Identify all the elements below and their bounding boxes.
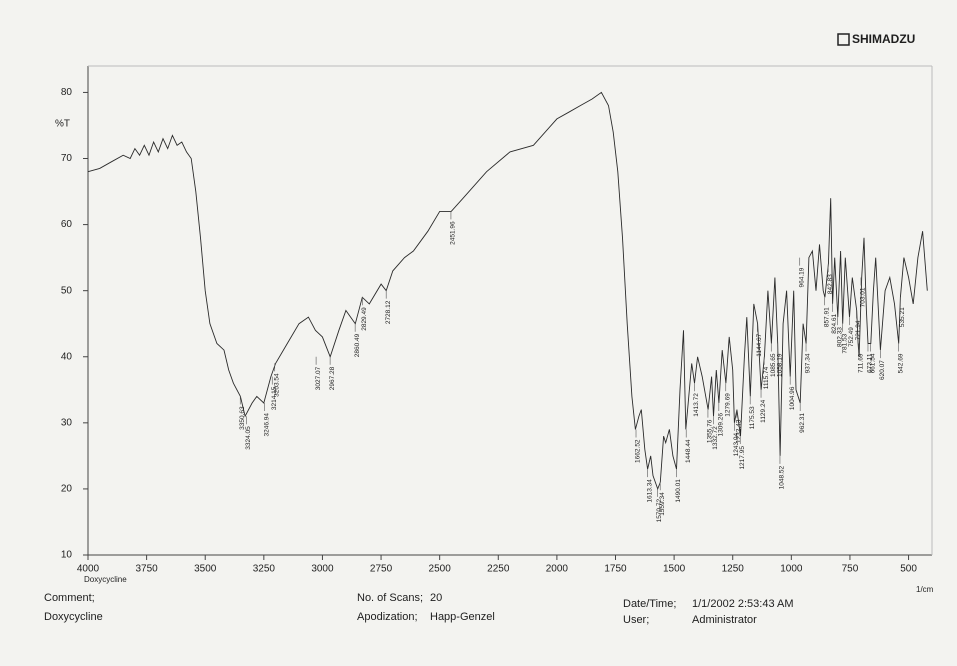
x-tick-label: 2000 — [546, 564, 569, 575]
y-tick-label: 70 — [61, 153, 73, 164]
peak-label: 1613.34 — [646, 479, 653, 503]
peak-label: 1413.72 — [693, 393, 700, 417]
y-tick-label: 40 — [61, 351, 73, 362]
peak-label: 721.94 — [855, 320, 862, 340]
footer-text: No. of Scans; — [357, 592, 423, 604]
footer-text: Date/Time; — [623, 598, 676, 610]
x-tick-label: 1500 — [663, 564, 686, 575]
x-tick-label: 2500 — [429, 564, 452, 575]
page: SHIMADZU Doxycycline Comment; Doxycyclin… — [0, 0, 957, 666]
peak-label: 2728.12 — [385, 300, 392, 324]
footer-text: User; — [623, 614, 649, 626]
peak-label: 1217.95 — [739, 446, 746, 470]
footer-text: Administrator — [692, 614, 757, 626]
y-tick-label: 80 — [61, 87, 73, 98]
x-axis-label: 1/cm — [916, 585, 934, 594]
footer-text: 20 — [430, 592, 442, 604]
peak-label: 1004.96 — [789, 386, 796, 410]
footer-text: Doxycycline — [44, 611, 103, 623]
y-axis-label: %T — [55, 119, 70, 130]
x-tick-label: 3500 — [194, 564, 217, 575]
peak-label: 535.21 — [899, 307, 906, 327]
y-tick-label: 10 — [61, 550, 73, 561]
x-tick-label: 2250 — [487, 564, 510, 575]
peak-label: 752.49 — [848, 327, 855, 347]
peak-label: 1448.44 — [685, 439, 692, 463]
peak-label: 842.83 — [827, 274, 834, 294]
peak-label: 1115.74 — [763, 366, 770, 389]
peak-label: 1129.24 — [760, 399, 767, 422]
peak-label: 1048.52 — [779, 465, 786, 489]
peak-label: 1279.69 — [724, 393, 731, 417]
sample-name: Doxycycline — [84, 575, 127, 584]
x-tick-label: 2750 — [370, 564, 393, 575]
peak-label: 661.54 — [869, 353, 876, 373]
peak-label: 1175.53 — [749, 406, 756, 429]
peak-label: 937.34 — [805, 353, 812, 373]
y-tick-label: 20 — [61, 484, 73, 495]
peak-label: 3324.05 — [245, 426, 252, 450]
x-tick-label: 500 — [900, 564, 917, 575]
peak-label: 3027.07 — [315, 366, 322, 390]
peak-label: 962.31 — [799, 413, 806, 433]
peak-label: 1559.34 — [659, 492, 666, 516]
peak-label: 703.01 — [860, 287, 867, 307]
x-tick-label: 3750 — [135, 564, 158, 575]
peak-label: 542.69 — [897, 353, 904, 373]
peak-label: 1058.19 — [776, 353, 783, 377]
peak-label: 1662.52 — [635, 439, 642, 463]
peak-label: 2860.49 — [354, 333, 361, 357]
peak-label: 2967.28 — [329, 366, 336, 390]
y-tick-label: 60 — [61, 219, 73, 230]
footer-text: 1/1/2002 2:53:43 AM — [692, 598, 794, 610]
x-tick-label: 4000 — [77, 564, 100, 575]
brand: SHIMADZU — [852, 32, 915, 46]
y-tick-label: 50 — [61, 285, 73, 296]
peak-label: 2451.96 — [450, 221, 457, 245]
x-tick-label: 750 — [842, 564, 859, 575]
y-tick-label: 30 — [61, 417, 73, 428]
peak-label: 1232.43 — [736, 419, 743, 443]
peak-label: 2829.49 — [361, 307, 368, 331]
footer-text: Apodization; — [357, 611, 418, 623]
peak-label: 1490.01 — [675, 479, 682, 503]
peak-label: 3246.94 — [263, 413, 270, 437]
peak-label: 620.07 — [879, 360, 886, 380]
peak-label: 711.69 — [858, 353, 865, 373]
x-tick-label: 1750 — [604, 564, 627, 575]
peak-label: 3203.54 — [273, 373, 280, 397]
peak-label: 1144.67 — [756, 333, 763, 356]
peak-label: 857.91 — [823, 307, 830, 327]
footer-text: Comment; — [44, 592, 95, 604]
x-tick-label: 1250 — [722, 564, 745, 575]
x-tick-label: 3000 — [311, 564, 334, 575]
footer-text: Happ-Genzel — [430, 611, 495, 623]
chart: SHIMADZU Doxycycline Comment; Doxycyclin… — [0, 0, 957, 666]
peak-label: 964.19 — [798, 267, 805, 287]
x-tick-label: 1000 — [780, 564, 803, 575]
x-tick-label: 3250 — [253, 564, 276, 575]
